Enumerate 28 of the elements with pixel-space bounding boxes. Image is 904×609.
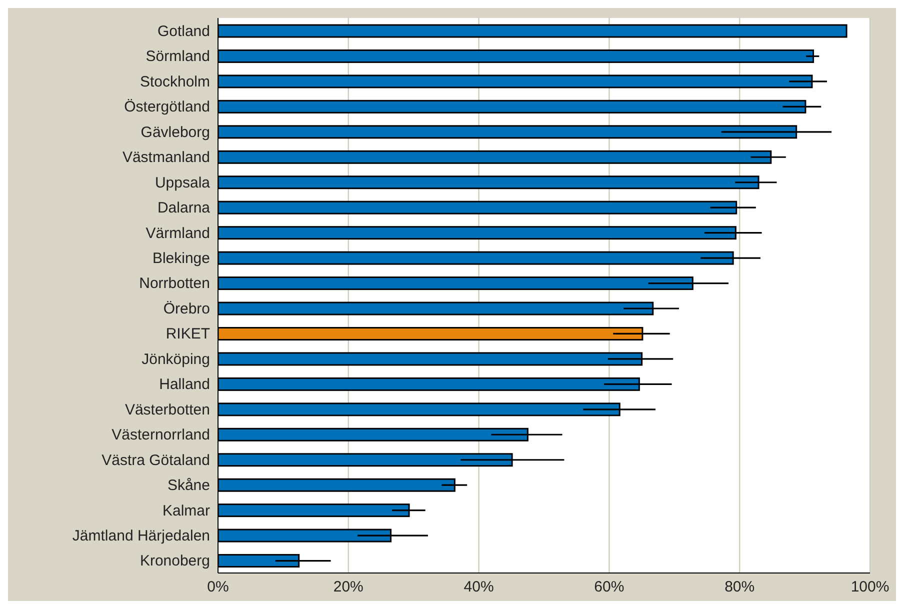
x-tick-label: 20%: [333, 578, 364, 596]
y-tick-label: Värmland: [146, 224, 210, 242]
y-tick-label: Örebro: [163, 300, 210, 318]
y-tick-label: Gotland: [157, 22, 210, 40]
y-tick-label: Sörmland: [146, 48, 210, 66]
y-tick-label: Västernorrland: [112, 426, 210, 444]
y-tick-label: Blekinge: [152, 250, 210, 267]
y-tick-label: Kronoberg: [140, 552, 210, 570]
y-tick-label: Skåne: [167, 477, 210, 494]
y-tick-label: Jämtland Härjedalen: [72, 527, 210, 544]
y-tick-label: Västra Götaland: [102, 452, 210, 469]
y-tick-label: Norrbotten: [139, 275, 210, 292]
y-tick-label: Kalmar: [162, 502, 210, 520]
y-tick-label: Västmanland: [122, 149, 210, 166]
x-tick-label: 60%: [594, 578, 624, 596]
y-tick-label: Uppsala: [154, 174, 211, 192]
y-tick-label: Jönköping: [142, 350, 210, 368]
y-tick-label: RIKET: [166, 326, 210, 343]
x-tick-label: 0%: [207, 578, 229, 596]
x-tick-label: 100%: [850, 578, 890, 596]
y-tick-label: Gävleborg: [140, 124, 210, 141]
x-tick-label: 80%: [724, 578, 755, 596]
y-tick-label: Halland: [159, 376, 210, 394]
x-tick-label: 40%: [464, 578, 494, 596]
y-tick-label: Östergötland: [124, 98, 210, 116]
y-tick-label: Dalarna: [157, 200, 211, 217]
y-tick-label: Västerbotten: [124, 401, 210, 418]
y-tick-label: Stockholm: [140, 73, 210, 90]
